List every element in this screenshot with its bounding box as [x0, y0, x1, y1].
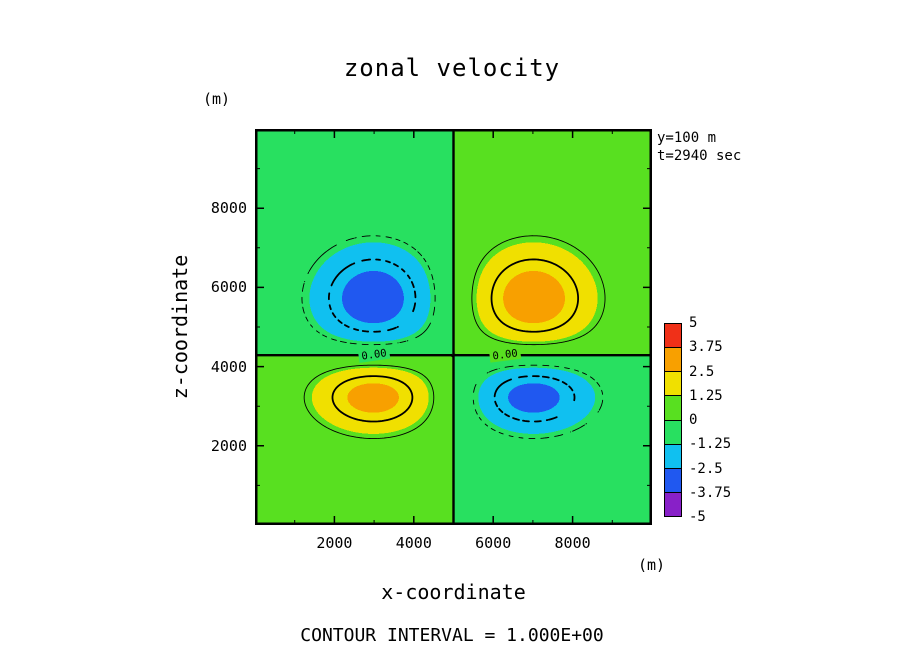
- x-tick-label: 4000: [395, 534, 432, 552]
- colorbar-cell: [665, 420, 681, 445]
- y-tick-label: 6000: [210, 278, 247, 297]
- colorbar-cell: [665, 468, 681, 493]
- colorbar-tick-label: 2.5: [689, 363, 715, 380]
- colorbar-cell: [665, 492, 681, 516]
- x-axis-unit: (m): [638, 556, 666, 574]
- y-axis-label: z-coordinate: [168, 254, 192, 400]
- x-tick-label: 2000: [316, 534, 353, 552]
- colorbar-tick-label: 5: [689, 315, 698, 331]
- colorbar-tick-label: 0: [689, 412, 698, 428]
- colorbar: [664, 323, 682, 517]
- colorbar-tick-label: -2.5: [689, 460, 723, 477]
- colorbar-cell: [665, 396, 681, 421]
- y-axis-unit: (m): [203, 90, 231, 108]
- y-tick-label: 2000: [210, 436, 247, 455]
- colorbar-tick-label: -1.25: [689, 436, 732, 453]
- x-tick-label: 6000: [475, 534, 512, 552]
- colorbar-tick-label: 1.25: [689, 387, 723, 404]
- colorbar-cell: [665, 324, 681, 349]
- time-annotation: t=2940 sec: [657, 148, 742, 164]
- colorbar-cell: [665, 444, 681, 469]
- contour-plot-canvas: [255, 129, 652, 525]
- x-axis-label: x-coordinate: [381, 580, 526, 604]
- x-tick-label: 8000: [554, 534, 591, 552]
- colorbar-cell: [665, 372, 681, 397]
- y-tick-label: 8000: [210, 199, 247, 218]
- y-tick-label: 4000: [210, 357, 247, 376]
- colorbar-tick-label: 3.75: [689, 339, 723, 356]
- colorbar-tick-label: -3.75: [689, 484, 732, 501]
- colorbar-cell: [665, 348, 681, 373]
- chart-title: zonal velocity: [343, 54, 561, 82]
- colorbar-tick-label: -5: [689, 509, 706, 525]
- contour-interval-note: CONTOUR INTERVAL = 1.000E+00: [300, 625, 604, 646]
- slice-annotation: y=100 m: [657, 130, 717, 146]
